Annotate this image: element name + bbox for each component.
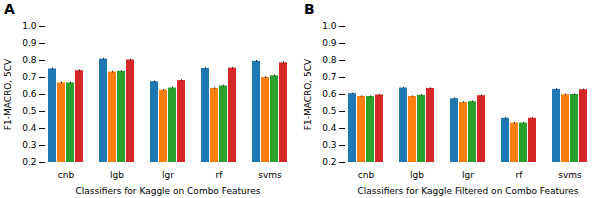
svg-text:cnb: cnb bbox=[58, 170, 75, 180]
svg-text:0.5: 0.5 bbox=[22, 106, 36, 116]
svg-text:Classifiers for Kaggle Filtere: Classifiers for Kaggle Filtered on Combo… bbox=[357, 186, 578, 196]
svg-text:svms: svms bbox=[558, 170, 582, 180]
svg-text:cnb: cnb bbox=[358, 170, 375, 180]
svg-text:0.9: 0.9 bbox=[322, 38, 337, 48]
svg-text:0.2: 0.2 bbox=[22, 157, 36, 167]
svg-text:0.2: 0.2 bbox=[322, 157, 336, 167]
svg-text:1.0: 1.0 bbox=[322, 21, 337, 31]
svg-text:0.8: 0.8 bbox=[22, 55, 37, 65]
svg-text:lgb: lgb bbox=[110, 170, 124, 180]
html-text:A: A bbox=[4, 1, 15, 17]
svg-text:0.3: 0.3 bbox=[22, 140, 36, 150]
svg-text:0.4: 0.4 bbox=[22, 123, 37, 133]
svg-text:0.4: 0.4 bbox=[322, 123, 337, 133]
svg-text:0.6: 0.6 bbox=[22, 89, 37, 99]
svg-text:lgr: lgr bbox=[462, 170, 474, 180]
svg-text:0.9: 0.9 bbox=[22, 38, 37, 48]
svg-text:0.6: 0.6 bbox=[322, 89, 337, 99]
svg-text:svms: svms bbox=[258, 170, 282, 180]
svg-text:F1-MACRO, 5CV: F1-MACRO, 5CV bbox=[3, 58, 13, 130]
svg-text:0.3: 0.3 bbox=[322, 140, 336, 150]
html-text:B: B bbox=[304, 1, 315, 17]
svg-text:rf: rf bbox=[216, 170, 224, 180]
svg-text:F1-MACRO, 5CV: F1-MACRO, 5CV bbox=[303, 58, 313, 130]
svg-text:0.7: 0.7 bbox=[22, 72, 36, 82]
svg-text:rf: rf bbox=[516, 170, 524, 180]
svg-text:Classifiers for Kaggle on Comb: Classifiers for Kaggle on Combo Features bbox=[76, 186, 261, 196]
svg-text:1.0: 1.0 bbox=[22, 21, 37, 31]
svg-text:lgr: lgr bbox=[162, 170, 174, 180]
svg-text:0.8: 0.8 bbox=[322, 55, 337, 65]
svg-text:lgb: lgb bbox=[410, 170, 424, 180]
svg-text:0.7: 0.7 bbox=[322, 72, 336, 82]
svg-text:0.5: 0.5 bbox=[322, 106, 336, 116]
